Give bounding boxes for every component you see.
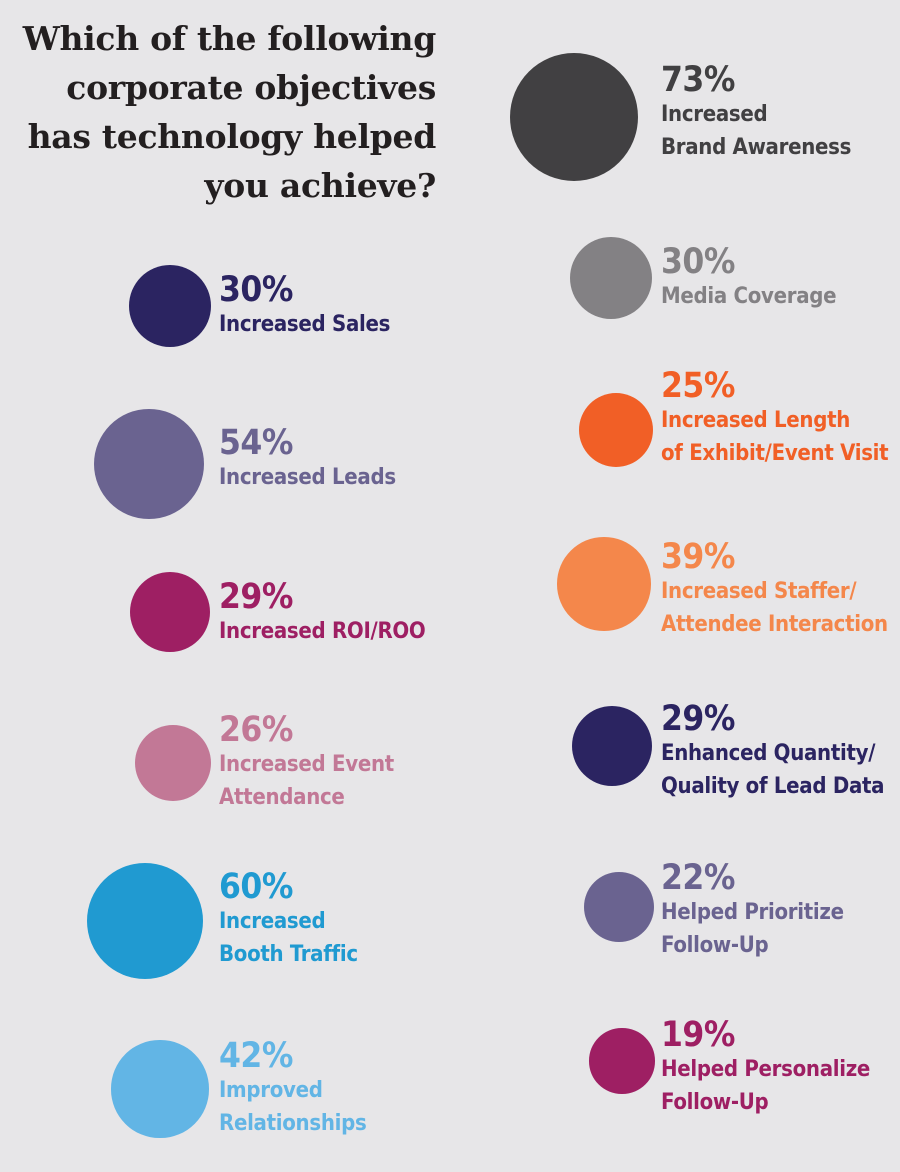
bubble	[569, 236, 653, 320]
objective-label: Helped Personalize	[661, 1057, 871, 1082]
bubble-label: 39% Increased Staffer/Attendee Interactio…	[661, 539, 888, 641]
objective-label: Increased ROI/ROO	[219, 619, 426, 644]
objective-label: Increased	[219, 909, 326, 934]
percent-label: 39%	[661, 537, 735, 577]
objective-label: Increased Sales	[219, 312, 391, 337]
percent-label: 29%	[661, 699, 735, 739]
bubble-label: 30% Increased Sales	[219, 272, 390, 341]
bubble-label: 30% Media Coverage	[661, 242, 837, 313]
bubble-label: 42% Improved Relationships	[219, 1036, 367, 1140]
bubble	[589, 1028, 655, 1094]
bubble	[128, 264, 212, 348]
percent-label: 22%	[661, 858, 735, 898]
objective-label: Quality of Lead Data	[661, 774, 885, 799]
objective-label: Enhanced Quantity/	[661, 741, 876, 766]
objective-label: Attendance	[219, 785, 345, 810]
bubble-label: 26% Increased Event Attendance	[219, 712, 394, 814]
percent-label: 73%	[661, 60, 735, 100]
chart-title: Which of the following corporate objecti…	[20, 14, 437, 210]
bubble	[578, 392, 654, 468]
bubble	[93, 408, 205, 520]
objective-label: Helped Prioritize	[661, 900, 844, 925]
objective-label: Follow-Up	[661, 1090, 769, 1115]
percent-label: 42%	[219, 1036, 293, 1076]
bubble-label: 29% Enhanced Quantity/Quality of Lead Dat…	[661, 699, 885, 803]
bubble-label: 25% Increased Length of Exhibit/Event Visi…	[661, 366, 889, 470]
bubble-label: 54% Increased Leads	[219, 425, 396, 494]
bubble	[129, 571, 211, 653]
objective-label: Increased Staffer/	[661, 579, 857, 604]
objective-label: Increased Event	[219, 752, 394, 777]
objective-label: Increased Length	[661, 408, 851, 433]
title-line: Which of the following	[22, 19, 437, 58]
percent-label: 25%	[661, 366, 735, 406]
bubble-label: 60% Increased Booth Traffic	[219, 869, 358, 971]
percent-label: 60%	[219, 867, 293, 907]
bubble	[557, 537, 651, 631]
objective-label: Increased Leads	[219, 465, 396, 490]
objective-label: Brand Awareness	[661, 135, 852, 160]
objective-label: Relationships	[219, 1111, 367, 1136]
objective-label: of Exhibit/Event Visit	[661, 441, 889, 466]
percent-label: 30%	[661, 242, 735, 282]
objective-label: Media Coverage	[661, 284, 837, 309]
bubble-label: 73% Increased Brand Awareness	[661, 62, 851, 164]
objective-label: Improved	[219, 1078, 323, 1103]
bubble	[571, 705, 653, 787]
bubble	[510, 53, 638, 181]
title-line: corporate objectives	[66, 68, 436, 107]
bubble	[111, 1040, 209, 1138]
percent-label: 19%	[661, 1015, 735, 1055]
bubble	[86, 862, 203, 979]
percent-label: 54%	[219, 423, 293, 463]
objective-label: Increased	[661, 102, 768, 127]
percent-label: 29%	[219, 577, 293, 617]
title-line: has technology helped	[27, 117, 437, 156]
objective-label: Booth Traffic	[219, 942, 358, 967]
percent-label: 26%	[219, 710, 293, 750]
bubble	[134, 724, 212, 802]
title-line: you achieve?	[204, 166, 436, 205]
bubble-label: 19% Helped Personalize Follow-Up	[661, 1017, 870, 1119]
bubble	[583, 871, 655, 943]
percent-label: 30%	[219, 270, 293, 310]
objective-label: Attendee Interaction	[661, 612, 888, 637]
bubble-label: 22% Helped Prioritize Follow-Up	[661, 860, 844, 962]
objective-label: Follow-Up	[661, 933, 769, 958]
bubble-label: 29% Increased ROI/ROO	[219, 577, 426, 648]
